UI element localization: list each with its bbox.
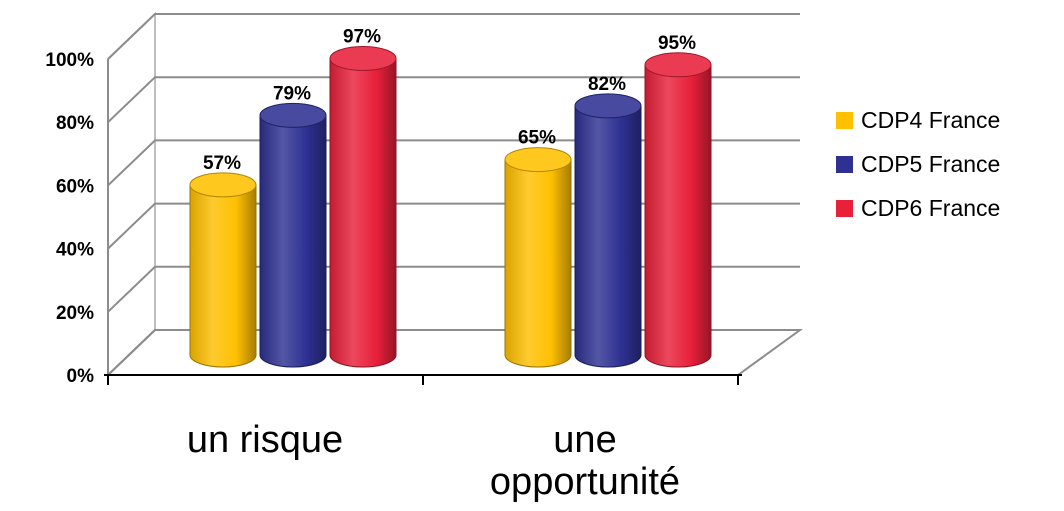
- data-label: 82%: [588, 74, 626, 95]
- legend-item: CDP5 France: [836, 151, 1000, 177]
- y-tick-label: 0%: [67, 366, 95, 387]
- bar: [504, 147, 572, 368]
- data-label: 95%: [658, 33, 696, 54]
- data-labels: 57% 79% 97% 65% 82% 95%: [203, 26, 696, 173]
- legend-label: CDP4 France: [861, 107, 1000, 133]
- legend-label: CDP6 France: [861, 195, 1000, 221]
- bar: [574, 93, 642, 368]
- legend-swatch: [836, 156, 853, 173]
- bar: [329, 45, 397, 368]
- legend-item: CDP4 France: [836, 107, 1000, 133]
- bar: [189, 172, 257, 368]
- y-tick-label: 100%: [45, 50, 94, 71]
- bars: [189, 45, 712, 368]
- data-label: 57%: [203, 153, 241, 174]
- bar: [644, 52, 712, 368]
- y-tick-label: 80%: [56, 113, 94, 134]
- y-tick-label: 60%: [56, 176, 94, 197]
- legend-swatch: [836, 112, 853, 129]
- x-axis: un risque une opportunité: [104, 374, 742, 503]
- x-tick-label: un risque: [187, 419, 343, 461]
- gridline: [107, 13, 800, 60]
- legend-item: CDP6 France: [836, 195, 1000, 221]
- legend: CDP4 France CDP5 France CDP6 France: [836, 107, 1000, 221]
- data-label: 65%: [518, 128, 556, 149]
- legend-label: CDP5 France: [861, 151, 1000, 177]
- data-label: 79%: [273, 83, 311, 104]
- side-wall: [107, 11, 156, 378]
- y-tick-label: 40%: [56, 240, 94, 261]
- data-label: 97%: [343, 26, 381, 47]
- gridline: [107, 76, 800, 123]
- x-tick-label: une opportunité: [490, 419, 680, 503]
- bar: [259, 102, 327, 368]
- y-axis: 0% 20% 40% 60% 80% 100%: [45, 50, 109, 387]
- legend-swatch: [836, 200, 853, 217]
- y-tick-label: 20%: [56, 303, 94, 324]
